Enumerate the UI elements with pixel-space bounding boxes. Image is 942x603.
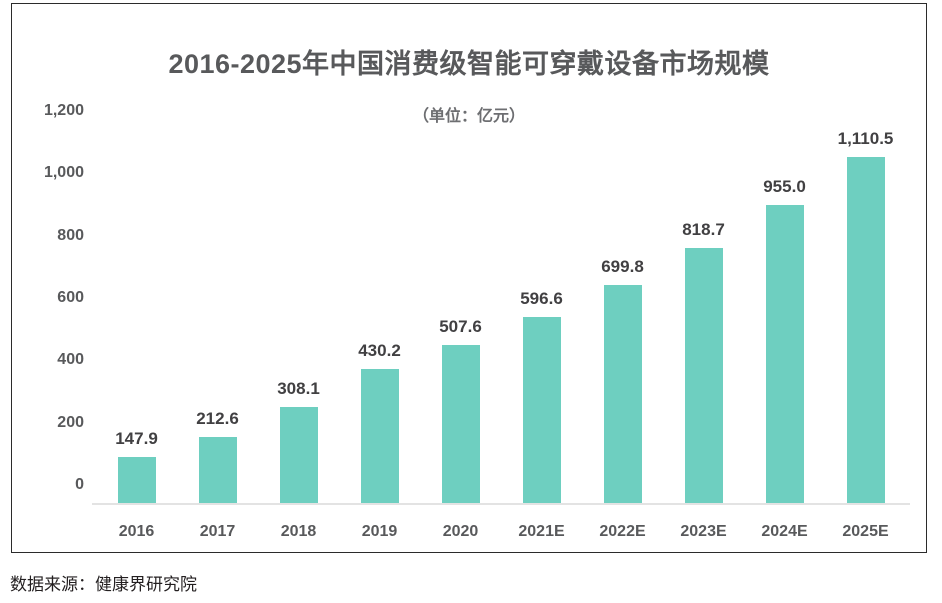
x-axis-tick-label: 2016 [118, 523, 155, 540]
bar[interactable] [765, 205, 804, 503]
bar-group[interactable]: 596.6 2021E [501, 129, 582, 540]
bar-value-label: 818.7 [682, 219, 725, 239]
bar-value-label: 308.1 [277, 378, 320, 398]
bar[interactable] [117, 456, 156, 503]
x-axis-tick-label: 2022E [599, 523, 646, 540]
bar-value-label: 1,110.5 [837, 128, 894, 148]
x-axis-tick-label: 2018 [280, 523, 317, 540]
y-axis-tick-label: 1,200 [43, 102, 84, 119]
bar-value-label: 596.6 [520, 289, 563, 309]
bar-value-label: 212.6 [196, 408, 239, 428]
bar-value-label: 430.2 [358, 340, 401, 360]
x-axis-tick-label: 2025E [842, 523, 889, 540]
y-axis-tick-label: 400 [57, 351, 84, 369]
chart-panel: 2016-2025年中国消费级智能可穿戴设备市场规模 （单位：亿元） 0 200 4… [11, 3, 927, 553]
x-axis-baseline [92, 503, 910, 505]
bar-value-label: 955.0 [763, 177, 806, 197]
bar-value-label: 507.6 [439, 316, 482, 336]
x-axis-tick-label: 2017 [199, 523, 236, 540]
x-axis-tick-label: 2021E [518, 523, 565, 540]
bar[interactable] [522, 317, 561, 503]
bar[interactable] [441, 344, 480, 503]
bar-group[interactable]: 308.1 2018 [258, 129, 339, 540]
bar-group[interactable]: 147.9 2016 [96, 129, 177, 540]
bar-group[interactable]: 1,110.5 2025E [825, 128, 906, 540]
chart-subtitle-unit: （单位：亿元） [412, 108, 525, 125]
bar-group[interactable]: 212.6 2017 [177, 129, 258, 540]
bar[interactable] [198, 436, 237, 503]
bar[interactable] [603, 284, 642, 503]
y-axis-tick-label: 1,000 [43, 164, 84, 182]
x-axis-tick-label: 2020 [442, 523, 479, 540]
plot-area: 0 200 400 600 800 1,000 1,200 147.9 2016 212.6 20… [44, 102, 910, 540]
y-axis-tick-label: 600 [57, 289, 84, 306]
bar[interactable] [846, 156, 885, 503]
y-axis-tick-label: 200 [57, 413, 84, 431]
bar[interactable] [279, 406, 318, 503]
bar[interactable] [684, 247, 723, 503]
x-axis-tick-label: 2024E [761, 523, 808, 540]
x-axis-tick-label: 2019 [361, 523, 398, 540]
bar-group[interactable]: 699.8 2022E [582, 129, 663, 540]
bar-value-label: 147.9 [115, 428, 158, 448]
bar[interactable] [360, 368, 399, 503]
bar-group[interactable]: 955.0 2024E [744, 129, 825, 540]
bar-group[interactable]: 818.7 2023E [663, 129, 744, 540]
chart-title: 2016-2025年中国消费级智能可穿戴设备市场规模 [168, 49, 770, 79]
y-axis-tick-label: 800 [57, 226, 84, 244]
source-note: 数据来源：健康界研究院 [10, 575, 197, 595]
bar-group[interactable]: 507.6 2020 [420, 129, 501, 540]
bar-value-label: 699.8 [601, 256, 644, 276]
y-axis-tick-label: 0 [75, 476, 84, 493]
x-axis-tick-label: 2023E [680, 523, 727, 540]
bar-group[interactable]: 430.2 2019 [339, 129, 420, 540]
